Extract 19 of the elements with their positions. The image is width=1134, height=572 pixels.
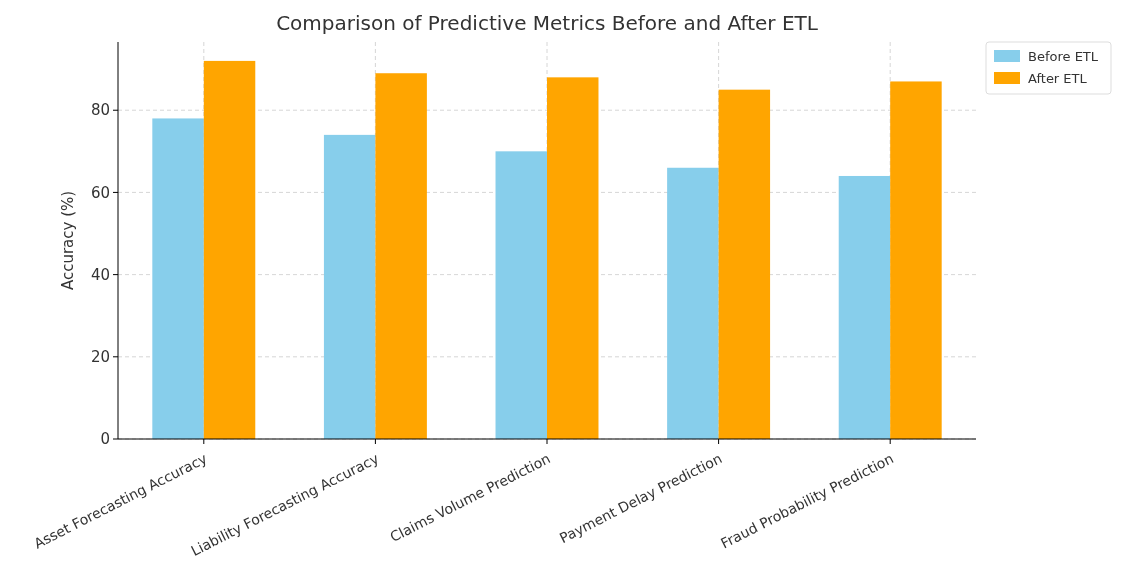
y-tick-label: 0 [100, 430, 110, 449]
y-axis-title: Accuracy (%) [59, 190, 77, 291]
bar [495, 151, 547, 439]
y-tick-label: 40 [90, 265, 110, 284]
bar [890, 81, 942, 439]
legend-label: After ETL [1028, 70, 1088, 86]
bar [838, 175, 891, 439]
bar [667, 167, 719, 439]
chart-title: Comparison of Predictive Metrics Before and After ETL [276, 11, 819, 35]
y-tick-label: 20 [90, 348, 110, 367]
bar [203, 60, 256, 439]
y-tick-label: 60 [90, 183, 110, 202]
bar [323, 134, 376, 439]
legend-label: Before ETL [1028, 48, 1099, 64]
bar [152, 118, 204, 439]
bar [375, 73, 427, 439]
y-tick-label: 80 [90, 101, 110, 120]
bar [547, 77, 599, 439]
bar [718, 89, 771, 439]
